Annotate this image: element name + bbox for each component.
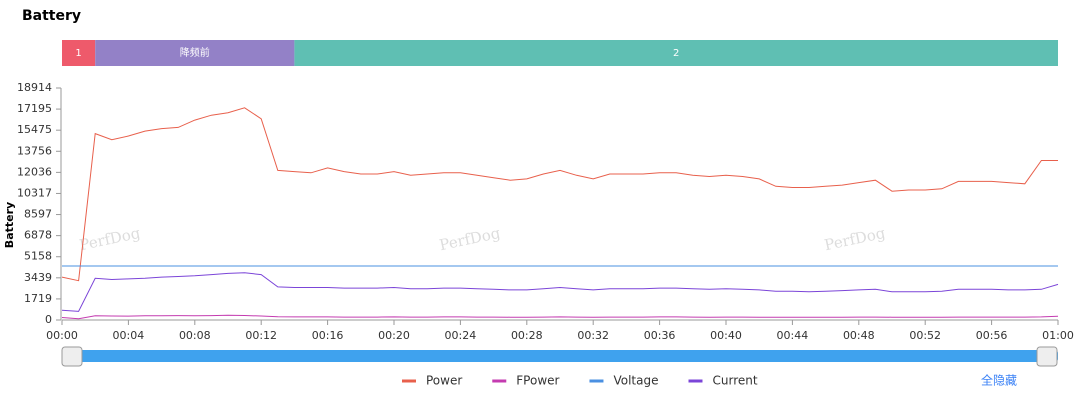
- x-tick-label: 00:52: [909, 329, 941, 342]
- x-tick-label: 01:00: [1042, 329, 1074, 342]
- segment-label: 降频前: [180, 46, 210, 59]
- x-tick-label: 00:08: [179, 329, 211, 342]
- series-line: [61, 272, 1059, 312]
- x-tick-label: 00:56: [976, 329, 1008, 342]
- y-axis-label: Battery: [3, 202, 16, 248]
- y-tick-label: 12036: [17, 165, 52, 178]
- y-tick-label: 5158: [24, 250, 52, 263]
- segment: [95, 40, 295, 66]
- y-tick-label: 1719: [24, 292, 52, 305]
- watermark: PerfDog: [78, 224, 142, 255]
- x-tick-label: 00:40: [710, 329, 742, 342]
- legend-label[interactable]: FPower: [516, 374, 559, 388]
- y-tick-label: 0: [45, 313, 52, 326]
- watermark: PerfDog: [438, 224, 502, 255]
- x-tick-label: 00:20: [378, 329, 410, 342]
- x-tick-label: 00:04: [113, 329, 145, 342]
- legend-label[interactable]: Voltage: [613, 374, 658, 388]
- segment-label: 2: [673, 48, 679, 59]
- segment: [62, 40, 96, 66]
- x-tick-label: 00:00: [46, 329, 78, 342]
- x-tick-label: 00:44: [777, 329, 809, 342]
- chart-title: Battery: [22, 8, 81, 24]
- y-tick-label: 17195: [17, 102, 52, 115]
- legend-label[interactable]: Current: [712, 374, 757, 388]
- hide-all-button[interactable]: 全隐藏: [981, 373, 1017, 388]
- y-tick-label: 18914: [17, 81, 52, 94]
- x-tick-label: 00:24: [445, 329, 477, 342]
- segment-label: 1: [75, 48, 81, 59]
- x-tick-label: 00:32: [577, 329, 609, 342]
- series-line: [61, 314, 1059, 320]
- slider-handle-left[interactable]: [61, 346, 83, 367]
- y-tick-label: 13756: [17, 144, 52, 157]
- zoom-slider[interactable]: [62, 350, 1058, 362]
- segment: [294, 40, 1058, 66]
- y-tick-label: 15475: [17, 123, 52, 136]
- x-tick-label: 00:28: [511, 329, 543, 342]
- y-tick-label: 10317: [17, 186, 52, 199]
- series-line: [61, 107, 1058, 282]
- y-tick-label: 8597: [24, 208, 52, 221]
- x-tick-label: 00:12: [245, 329, 277, 342]
- x-tick-label: 00:48: [843, 329, 875, 342]
- legend-label[interactable]: Power: [426, 374, 462, 388]
- y-tick-label: 3439: [24, 271, 52, 284]
- slider-handle-right[interactable]: [1036, 346, 1058, 367]
- x-tick-label: 00:36: [644, 329, 676, 342]
- x-tick-label: 00:16: [312, 329, 344, 342]
- watermark: PerfDog: [823, 224, 887, 255]
- y-tick-label: 6878: [24, 229, 52, 242]
